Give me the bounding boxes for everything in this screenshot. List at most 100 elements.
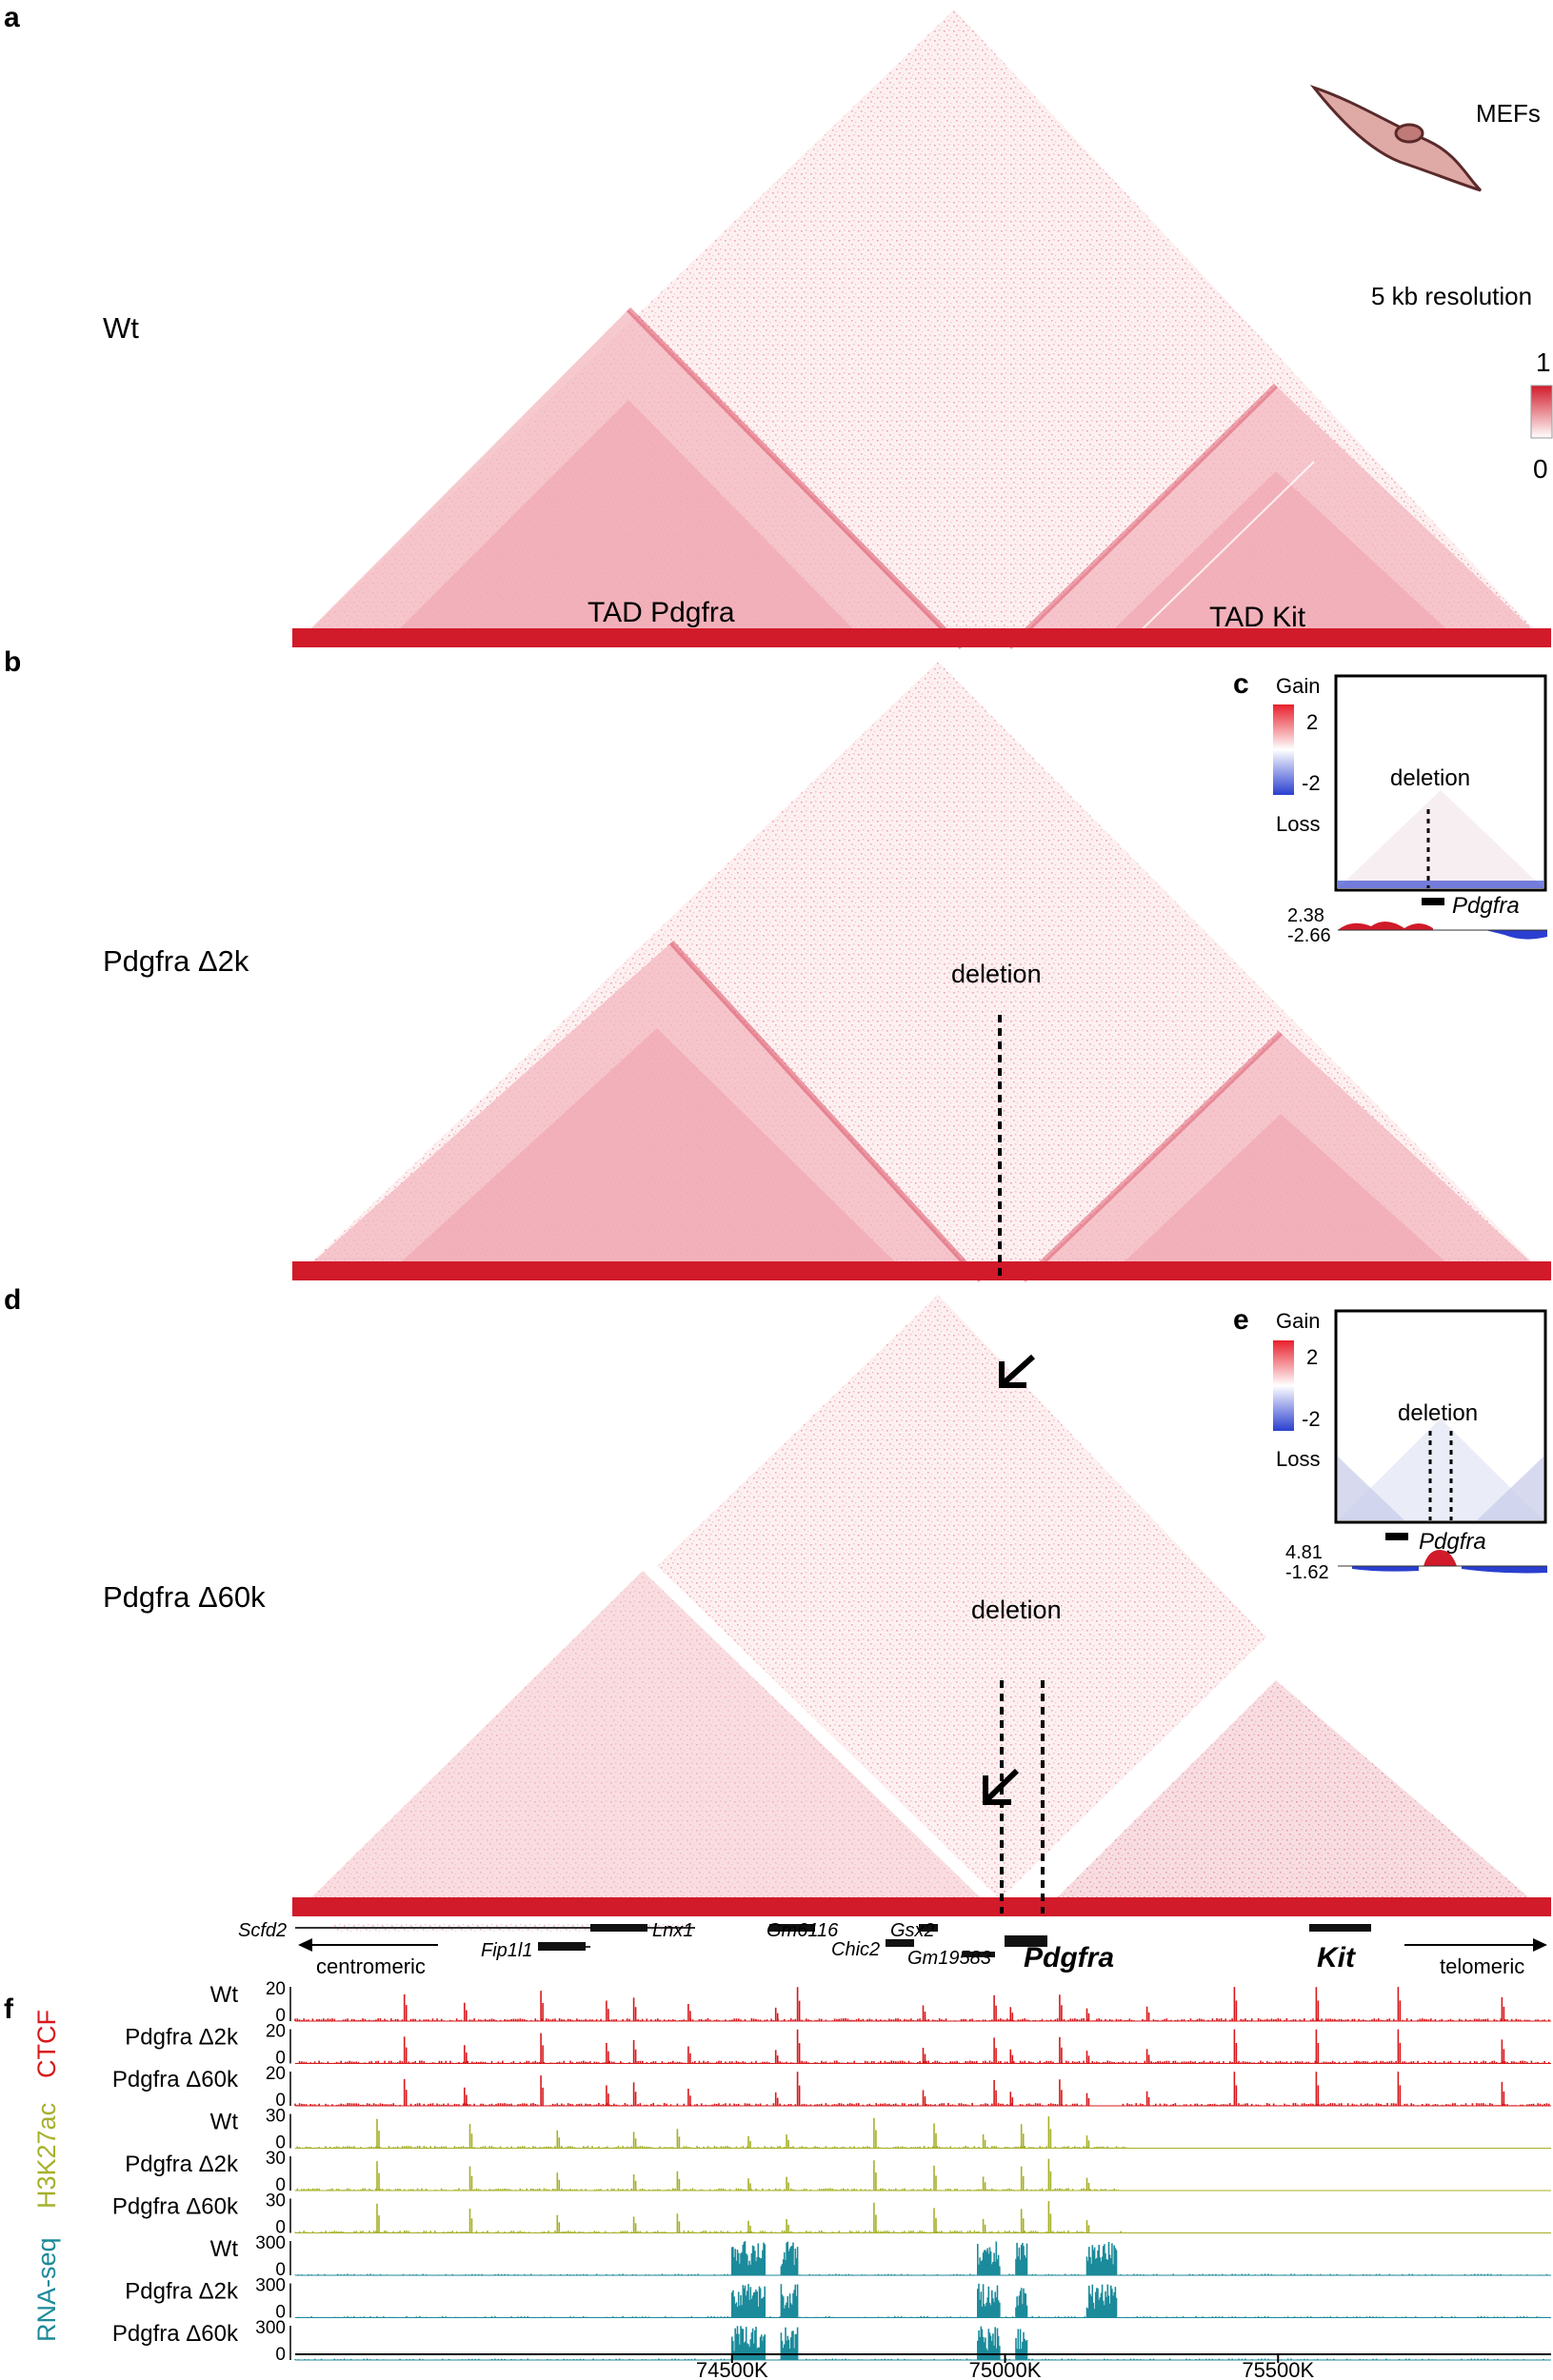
track-zero-label: 0	[275, 2133, 286, 2153]
inset-e-min: -2	[1302, 1407, 1321, 1431]
condition-d2k: Pdgfra Δ2k	[103, 944, 249, 978]
panel-d-label: d	[4, 1284, 21, 1316]
track-signal	[294, 2029, 1550, 2064]
tad-kit-label: TAD Kit	[1209, 602, 1306, 633]
color-scale-bar	[1530, 385, 1553, 439]
track-label: Pdgfra Δ60k	[112, 2067, 239, 2092]
track-signal	[294, 2201, 1126, 2233]
inset-c-diff-scale	[1273, 704, 1294, 795]
track-label: Wt	[210, 1982, 239, 2008]
telomeric-arrow-icon	[1404, 1938, 1547, 1952]
inset-c-max: 2	[1306, 710, 1318, 734]
resolution-label: 5 kb resolution	[1371, 282, 1532, 310]
track-zero-label: 0	[275, 2049, 286, 2069]
gene-pdgfra: Pdgfra	[1024, 1942, 1114, 1973]
track-group-rnaseq: RNA-seq	[32, 2237, 61, 2342]
track-max-label: 30	[266, 2149, 286, 2169]
x-tick-label: 74500K	[696, 2358, 768, 2380]
track-signal	[294, 2072, 1550, 2106]
track-zero-label: 0	[275, 2175, 286, 2195]
centromeric-arrow-icon	[298, 1938, 438, 1952]
inset-e-gene-box	[1385, 1533, 1408, 1540]
scale-min: 0	[1533, 454, 1548, 484]
inset-e-gain: Gain	[1276, 1309, 1320, 1333]
tad-pdgfra-label: TAD Pdgfra	[587, 597, 735, 628]
track-max-label: 20	[266, 2064, 286, 2084]
cell-type-label: MEFs	[1476, 99, 1541, 128]
gene-lnx1: Lnx1	[652, 1920, 693, 1941]
deletion-label-d: deletion	[971, 1596, 1062, 1624]
track-zero-label: 0	[275, 2006, 286, 2026]
track-label: Wt	[210, 2236, 239, 2262]
track-max-label: 300	[255, 2276, 286, 2296]
inset-e-diff-scale	[1273, 1340, 1294, 1431]
track-signal	[294, 2158, 1126, 2191]
track-max-label: 30	[266, 2192, 286, 2211]
track-group-h3k27ac: H3K27ac	[32, 2103, 61, 2209]
gene-chic2: Chic2	[831, 1939, 880, 1960]
track-max-label: 20	[266, 1979, 286, 1999]
condition-wt: Wt	[103, 311, 139, 345]
inset-e-gene: Pdgfra	[1419, 1529, 1486, 1555]
inset-e: deletion Gain 2 -2 Loss Pdgfra 4.81 -1.6…	[1273, 1309, 1547, 1583]
arrow-bottom-icon	[983, 1768, 1020, 1805]
track-label: Wt	[210, 2110, 239, 2135]
inset-c-gain: Gain	[1276, 674, 1320, 698]
inset-e-loss: Loss	[1276, 1447, 1320, 1471]
x-tick-label: 75500K	[1242, 2358, 1314, 2380]
deletion-label-b: deletion	[951, 960, 1042, 988]
inset-c-track-max: 2.38	[1287, 905, 1324, 926]
panel-b-label: b	[4, 646, 21, 678]
track-max-label: 300	[255, 2233, 286, 2253]
track-label: Pdgfra Δ60k	[112, 2194, 239, 2220]
track-label: Pdgfra Δ2k	[125, 2152, 239, 2177]
track-signal	[294, 2116, 1126, 2149]
telomeric-label: telomeric	[1440, 1954, 1524, 1978]
inset-c-track-min: -2.66	[1287, 925, 1331, 946]
inset-c-min: -2	[1302, 771, 1321, 795]
gene-kit: Kit	[1317, 1942, 1357, 1973]
gene-scfd2: Scfd2	[238, 1920, 287, 1941]
mef-cell-icon	[1309, 85, 1483, 192]
track-signal	[294, 2283, 1551, 2318]
track-max-label: 20	[266, 2022, 286, 2042]
track-signal	[294, 2241, 1551, 2275]
track-label: Pdgfra Δ60k	[112, 2321, 239, 2347]
track-zero-label: 0	[275, 2218, 286, 2238]
heatmap-d2k: deletion	[292, 662, 1551, 1283]
track-zero-label: 0	[275, 2303, 286, 2323]
heatmap-d60k: deletion	[292, 1295, 1551, 1916]
track-max-label: 30	[266, 2107, 286, 2127]
inset-c-loss: Loss	[1276, 812, 1320, 836]
panel-e-label: e	[1233, 1304, 1249, 1336]
inset-e-max: 2	[1306, 1345, 1318, 1369]
inset-e-track-min: -1.62	[1285, 1562, 1329, 1583]
panel-c-label: c	[1233, 668, 1249, 700]
arrow-top-icon	[999, 1354, 1036, 1388]
inset-c-gene-box	[1422, 898, 1444, 905]
track-zero-label: 0	[275, 2091, 286, 2111]
inset-c-gene: Pdgfra	[1452, 893, 1520, 919]
track-zero-label: 0	[275, 2260, 286, 2280]
heatmap-wt: TAD Pdgfra TAD Kit	[292, 10, 1551, 650]
inset-c-deletion: deletion	[1390, 765, 1470, 791]
gene-fip1l1: Fip1l1	[481, 1940, 532, 1961]
x-tick-label: 75000K	[969, 2358, 1042, 2380]
gene-gm6116: Gm6116	[767, 1920, 839, 1941]
centromeric-label: centromeric	[316, 1954, 426, 1978]
panel-a-label: a	[4, 2, 20, 33]
track-label: Pdgfra Δ2k	[125, 2025, 239, 2051]
inset-e-track-max: 4.81	[1285, 1542, 1323, 1563]
gene-gm19583: Gm19583	[907, 1948, 991, 1969]
scale-max: 1	[1536, 347, 1551, 377]
panel-f-label: f	[4, 1993, 14, 2025]
track-max-label: 300	[255, 2318, 286, 2338]
condition-d60k: Pdgfra Δ60k	[103, 1580, 266, 1614]
gene-gsx2: Gsx2	[890, 1920, 935, 1941]
gene-track: Scfd2 Fip1l1 Lnx1 Gm6116 Chic2 Gsx2 Gm19…	[238, 1920, 1547, 1978]
inset-c: deletion Gain 2 -2 Loss Pdgfra 2.38 -2.6…	[1273, 674, 1547, 946]
track-signal	[294, 1987, 1550, 2021]
inset-e-deletion: deletion	[1398, 1400, 1478, 1426]
